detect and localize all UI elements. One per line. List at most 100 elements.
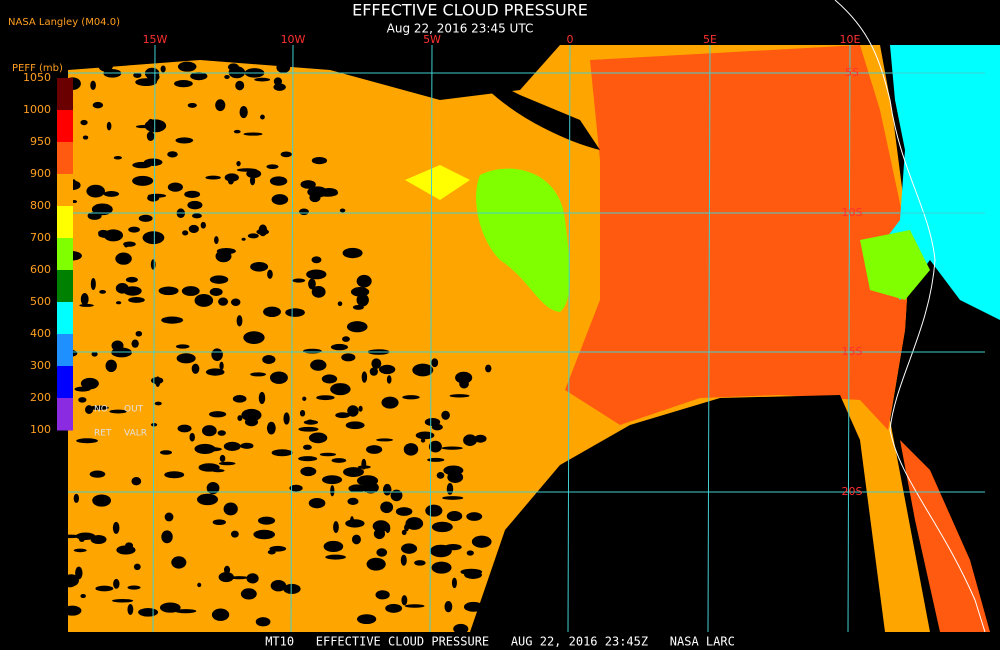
- speckle: [136, 177, 144, 183]
- speckle: [182, 230, 189, 236]
- speckle: [316, 395, 335, 401]
- speckle: [131, 477, 142, 486]
- speckle: [80, 119, 88, 126]
- speckle: [459, 379, 469, 389]
- longitude-label: 10E: [840, 33, 861, 46]
- speckle: [90, 534, 107, 545]
- speckle: [158, 286, 179, 296]
- speckle: [236, 161, 241, 167]
- speckle: [73, 493, 80, 503]
- speckle: [80, 593, 86, 599]
- speckle: [412, 363, 434, 377]
- speckle: [217, 430, 226, 436]
- speckle: [308, 278, 316, 290]
- speckle: [176, 353, 196, 364]
- speckle: [347, 405, 359, 417]
- speckle: [276, 61, 291, 74]
- speckle: [127, 585, 141, 590]
- cloud-green-east: [860, 230, 930, 300]
- speckle: [202, 425, 217, 437]
- speckle: [161, 316, 184, 324]
- speckle: [80, 292, 89, 306]
- speckle: [311, 256, 322, 264]
- speckle: [215, 99, 226, 112]
- speckle: [218, 461, 236, 466]
- speckle: [300, 180, 316, 189]
- speckle: [298, 426, 319, 432]
- speckle: [175, 137, 194, 144]
- speckle: [382, 483, 392, 496]
- speckle: [112, 521, 120, 534]
- speckle: [260, 114, 265, 120]
- speckle: [262, 58, 269, 63]
- speckle: [369, 367, 378, 376]
- speckle: [308, 432, 328, 444]
- speckle: [60, 534, 81, 539]
- speckle: [147, 194, 160, 202]
- colorbar-label: 800: [30, 199, 51, 212]
- speckle: [446, 483, 454, 495]
- speckle: [262, 355, 276, 364]
- speckle: [125, 542, 134, 549]
- speckle: [361, 371, 368, 383]
- cloud-green: [476, 168, 570, 312]
- source: NASA Langley (M04.0): [8, 17, 120, 28]
- speckle: [333, 521, 339, 534]
- speckle: [431, 521, 453, 533]
- speckle: [124, 242, 129, 248]
- speckle: [375, 590, 390, 600]
- speckle: [357, 614, 377, 625]
- speckle: [285, 308, 305, 317]
- speckle: [385, 603, 403, 613]
- speckle: [246, 573, 259, 584]
- speckle: [184, 190, 201, 199]
- speckle: [206, 481, 220, 495]
- speckle: [75, 566, 83, 580]
- speckle: [451, 577, 457, 589]
- speckle: [112, 598, 134, 603]
- speckle: [197, 493, 219, 506]
- speckle: [82, 135, 89, 140]
- colorbar-label: 1050: [23, 71, 51, 84]
- speckle: [258, 391, 266, 405]
- speckle: [444, 600, 453, 613]
- speckle: [447, 471, 464, 483]
- speckle: [79, 303, 94, 307]
- speckle: [211, 469, 225, 473]
- speckle: [194, 294, 214, 307]
- speckle: [187, 200, 203, 210]
- speckle: [205, 175, 221, 180]
- speckle: [376, 438, 394, 442]
- speckle: [271, 194, 289, 205]
- speckle: [219, 454, 226, 463]
- speckle: [431, 358, 439, 368]
- speckle: [371, 358, 382, 369]
- speckle: [427, 457, 445, 462]
- speckle: [267, 549, 276, 555]
- speckle: [361, 458, 367, 470]
- speckle: [128, 226, 140, 233]
- speckle: [161, 530, 173, 544]
- speckle: [99, 289, 107, 294]
- cloud-map: [60, 0, 1000, 635]
- speckle: [218, 571, 234, 583]
- speckle: [346, 321, 368, 333]
- speckle: [138, 607, 159, 617]
- speckle: [235, 80, 245, 91]
- speckle: [154, 401, 162, 406]
- speckle: [135, 330, 143, 337]
- speckle: [250, 261, 269, 272]
- speckle: [113, 156, 123, 160]
- speckle: [250, 372, 267, 377]
- speckle: [395, 507, 413, 516]
- speckle: [190, 72, 208, 81]
- speckle: [405, 517, 424, 530]
- speckle: [243, 132, 263, 136]
- speckle: [90, 277, 96, 290]
- speckle: [460, 568, 483, 576]
- speckle: [390, 489, 403, 502]
- speckle: [342, 247, 363, 259]
- speckle: [309, 193, 321, 203]
- speckle: [254, 77, 271, 82]
- colorbar-label: 200: [30, 391, 51, 404]
